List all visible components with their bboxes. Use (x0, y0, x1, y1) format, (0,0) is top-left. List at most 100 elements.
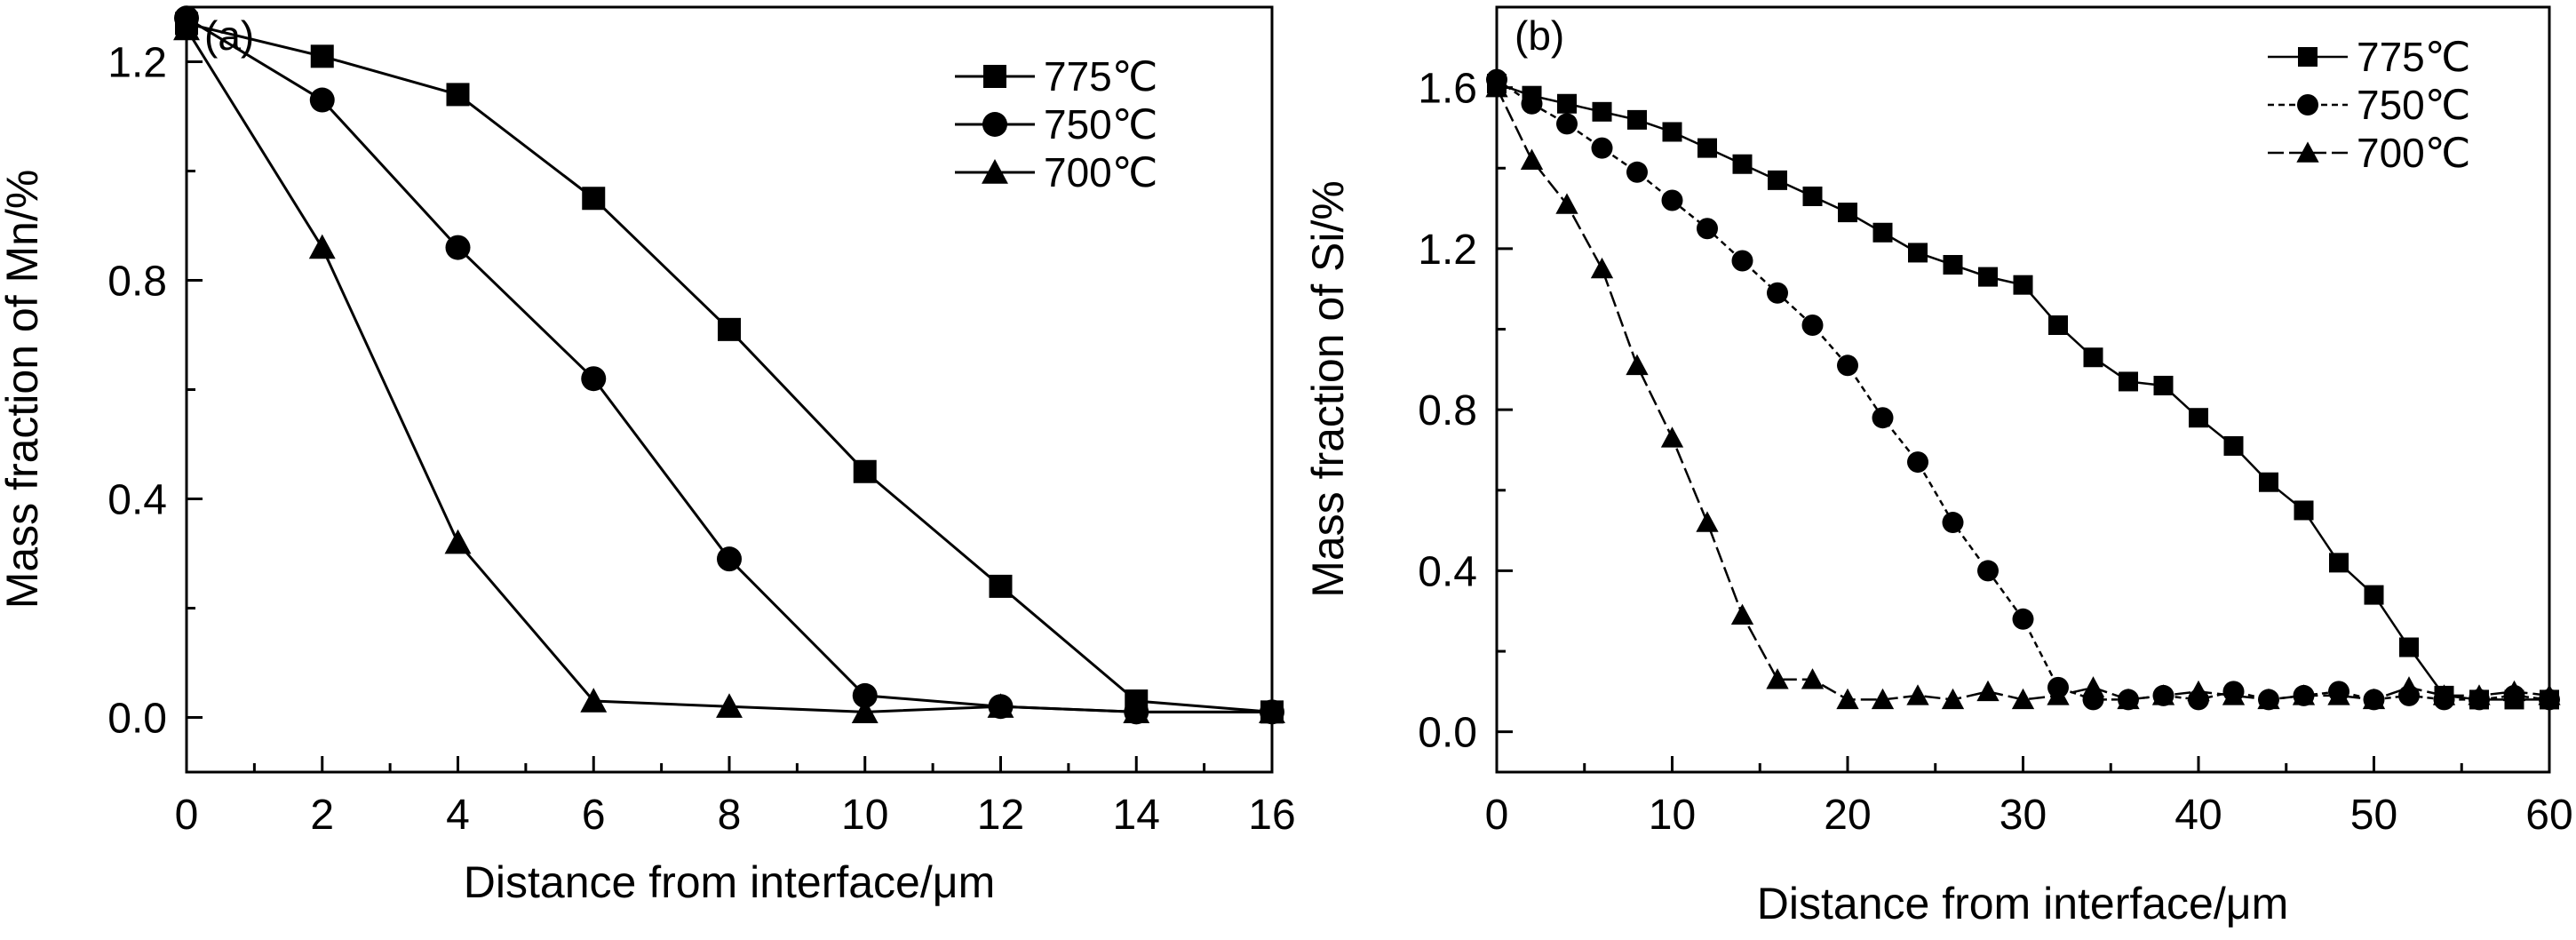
data-point-circle (581, 366, 607, 392)
data-point-triangle (2081, 676, 2105, 697)
data-point-triangle (1906, 684, 1929, 705)
data-point-triangle (1766, 668, 1789, 689)
x-tick-label: 8 (718, 792, 742, 839)
data-point-square (2153, 375, 2174, 395)
data-point-triangle (1590, 257, 1614, 279)
data-point-circle (445, 235, 471, 260)
data-point-square (2364, 585, 2384, 605)
panel-b-series (1485, 68, 2561, 711)
data-point-triangle (1836, 688, 1859, 710)
data-point-square (853, 459, 877, 483)
y-tick-label: 0.4 (107, 477, 167, 524)
y-tick-label: 0.4 (1418, 548, 1477, 595)
data-point-triangle (173, 15, 200, 41)
legend-label: 775℃ (2357, 34, 2470, 80)
data-point-square (1592, 101, 1612, 122)
x-tick-label: 10 (1649, 792, 1696, 839)
data-point-square (2119, 371, 2138, 392)
data-point-triangle (1730, 603, 1754, 625)
data-point-triangle (2047, 684, 2070, 705)
data-point-square (310, 44, 334, 68)
data-point-circle (1521, 92, 1543, 115)
data-point-triangle (2257, 688, 2280, 710)
series-line-square (1496, 82, 2549, 701)
data-point-square (2189, 408, 2208, 428)
legend-label: 750℃ (1044, 101, 1157, 147)
data-point-triangle (2117, 688, 2140, 710)
panel-b: (b) 0 10 20 30 40 50 60 0.0 0.4 0.8 1.2 1.6 775℃750… (1303, 5, 2573, 928)
data-point-triangle (2538, 684, 2561, 705)
data-point-square (2259, 472, 2278, 492)
data-point-square (2013, 275, 2033, 295)
data-point-triangle (308, 234, 336, 259)
data-point-square (1943, 255, 1963, 275)
data-point-circle (1591, 137, 1613, 159)
panel-a: (a) 0 2 4 6 8 10 12 14 16 0.0 0.4 0.8 1.2 775℃750℃70… (0, 5, 1296, 907)
data-point-square (2048, 315, 2068, 335)
x-tick-label: 2 (310, 792, 334, 839)
data-point-circle (309, 87, 335, 113)
x-tick-label: 20 (1824, 792, 1871, 839)
data-point-circle (1731, 250, 1753, 272)
y-tick-label: 1.2 (107, 40, 167, 87)
data-point-triangle (2397, 676, 2421, 697)
data-point-square (1978, 267, 1998, 287)
data-point-square (1627, 109, 1647, 130)
x-tick-label: 60 (2525, 792, 2572, 839)
data-point-triangle (580, 688, 608, 713)
data-point-triangle (1976, 680, 2000, 702)
data-point-square (989, 574, 1013, 598)
legend-marker-circle (2297, 94, 2318, 116)
data-point-square (2083, 347, 2103, 368)
data-point-square (718, 317, 741, 341)
data-point-triangle (1941, 688, 1965, 710)
data-point-circle (852, 682, 878, 708)
x-tick-label: 6 (582, 792, 606, 839)
y-tick-label: 0.8 (1418, 387, 1477, 434)
y-tick-label: 0.0 (107, 696, 167, 743)
data-point-square (1872, 222, 1893, 243)
x-tick-label: 0 (175, 792, 199, 839)
data-point-triangle (851, 698, 879, 724)
legend-label: 750℃ (2357, 82, 2470, 128)
data-point-triangle (1871, 688, 1895, 710)
x-tick-label: 10 (841, 792, 888, 839)
data-point-triangle (1485, 76, 1508, 98)
series-line-triangle (1495, 87, 2550, 701)
data-point-triangle (2222, 684, 2246, 705)
data-point-circle (1872, 407, 1894, 429)
panel-b-y-axis-title: Mass fraction of Si/% (1303, 180, 1353, 598)
y-tick-label: 0.0 (1418, 710, 1477, 757)
legend-marker-circle (982, 112, 1007, 137)
panel-a-x-axis-title: Distance from interface/μm (464, 857, 995, 907)
data-point-square (1557, 93, 1577, 114)
data-point-square (446, 83, 470, 107)
data-point-triangle (2432, 684, 2456, 705)
data-point-square (1732, 154, 1753, 174)
data-point-triangle (444, 529, 472, 554)
data-point-circle (1837, 354, 1858, 377)
panel-b-ticks: 0 10 20 30 40 50 60 0.0 0.4 0.8 1.2 1.6 (1418, 66, 2572, 839)
data-point-triangle (2292, 684, 2316, 705)
panel-b-x-axis-title: Distance from interface/μm (1757, 879, 2288, 928)
data-point-square (1838, 203, 1857, 223)
x-tick-label: 30 (2000, 792, 2047, 839)
data-point-square (582, 187, 606, 211)
data-point-circle (1907, 451, 1928, 474)
legend-marker-triangle (982, 159, 1008, 184)
data-point-triangle (1696, 511, 1719, 532)
data-point-square (1908, 243, 1928, 263)
data-point-triangle (716, 693, 743, 718)
data-point-circle (1767, 282, 1788, 304)
data-point-square (1768, 170, 1787, 190)
data-point-circle (1801, 314, 1824, 336)
data-point-triangle (1123, 698, 1150, 724)
data-point-triangle (1660, 426, 1684, 448)
data-point-circle (1661, 189, 1683, 211)
panel-a-y-axis-title: Mass fraction of Mn/% (0, 170, 47, 609)
data-point-square (1697, 138, 1717, 158)
x-tick-label: 4 (446, 792, 470, 839)
x-tick-label: 14 (1113, 792, 1160, 839)
